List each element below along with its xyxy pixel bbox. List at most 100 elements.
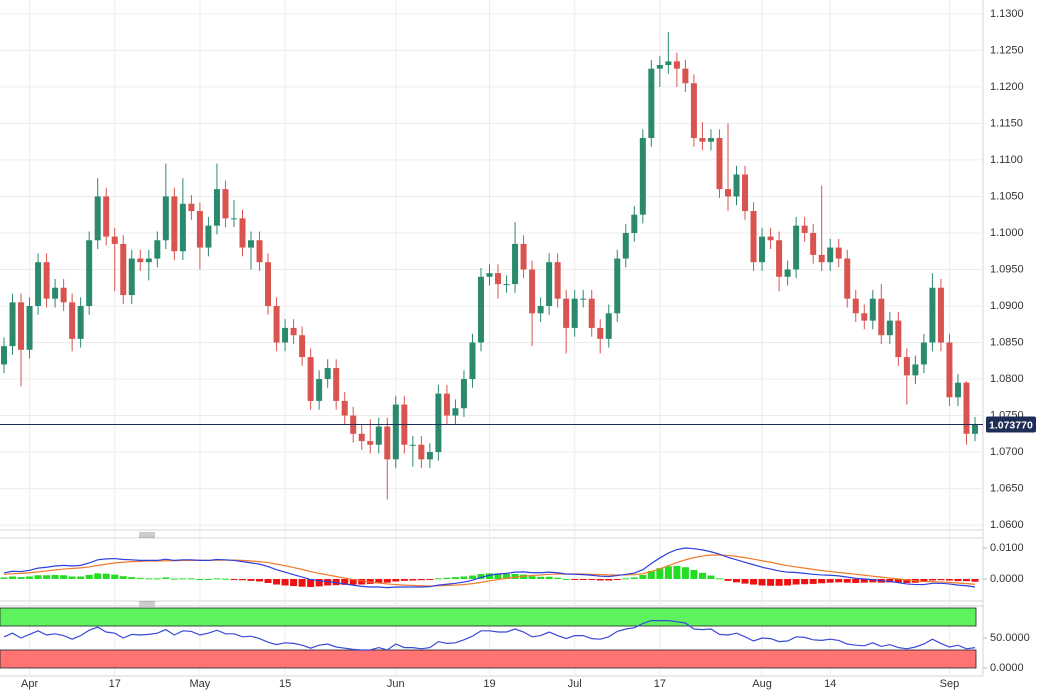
- candle-body: [954, 382, 961, 398]
- y-tick-label: 50.0000: [990, 632, 1030, 644]
- histogram-bar: [673, 565, 681, 579]
- marks: [0, 32, 983, 651]
- histogram-bar: [579, 578, 587, 580]
- candle-body: [384, 426, 391, 460]
- y-tick-label: 1.1250: [990, 44, 1024, 56]
- candle-body: [282, 327, 289, 343]
- histogram-bar: [290, 578, 298, 587]
- histogram-bar: [792, 578, 800, 585]
- candle-body: [248, 240, 255, 248]
- candle-body: [77, 305, 84, 339]
- candle-body: [145, 258, 152, 263]
- histogram-bar: [767, 578, 775, 586]
- histogram-bar: [886, 578, 894, 583]
- candle-body: [844, 258, 851, 299]
- histogram-bar: [596, 578, 604, 581]
- candle-body: [273, 305, 280, 343]
- histogram-bar: [869, 578, 877, 583]
- histogram-bar: [213, 578, 221, 580]
- candle-body: [1, 346, 7, 365]
- histogram-bar: [85, 574, 93, 579]
- histogram-bar: [0, 577, 8, 579]
- candle-body: [588, 298, 595, 328]
- histogram-bar: [443, 577, 451, 579]
- candle-body: [503, 284, 510, 286]
- histogram-bar: [520, 574, 528, 579]
- candle-body: [375, 426, 382, 445]
- candle-body: [35, 262, 42, 306]
- histogram-bar: [647, 570, 655, 579]
- candle-body: [230, 218, 237, 220]
- histogram-bar: [451, 577, 459, 579]
- histogram-bar: [741, 578, 749, 584]
- histogram-bar: [94, 573, 102, 579]
- histogram-bar: [622, 578, 630, 580]
- x-tick-label: 19: [483, 678, 495, 690]
- candle-body: [18, 302, 25, 350]
- histogram-bar: [571, 578, 579, 580]
- candle-body: [86, 240, 93, 306]
- candle-body: [111, 236, 118, 244]
- y-tick-label: 1.0700: [990, 446, 1024, 458]
- histogram-bar: [204, 578, 212, 580]
- candle-body: [256, 240, 263, 263]
- histogram-bar: [238, 578, 246, 581]
- candle-body: [571, 298, 578, 328]
- histogram-bar: [486, 573, 493, 579]
- histogram-bar: [349, 578, 357, 585]
- candle-body: [426, 452, 433, 460]
- candle-body: [94, 196, 101, 241]
- histogram-bar: [826, 578, 834, 583]
- histogram-bar: [187, 578, 195, 580]
- candle-body: [316, 379, 323, 401]
- candle-body: [512, 243, 519, 285]
- histogram-bar: [588, 578, 596, 580]
- histogram-bar: [51, 574, 59, 579]
- candle-body: [307, 357, 314, 401]
- candle-body: [137, 258, 144, 263]
- y-tick-label: 1.0950: [990, 263, 1024, 275]
- y-tick-label: 1.1000: [990, 227, 1024, 239]
- zone-band: [0, 649, 977, 669]
- candle-body: [937, 287, 944, 343]
- histogram-bar: [758, 578, 766, 586]
- candle-body: [861, 313, 868, 321]
- histogram-bar: [170, 578, 178, 580]
- candle-body: [495, 273, 502, 285]
- labels: Apr 17 May 15 Jun 19 Jul 17 Aug 14 Sep 1.0600 1.0650…: [21, 8, 1036, 690]
- histogram-bar: [724, 578, 732, 581]
- candle-body: [60, 287, 67, 303]
- histogram-bar: [392, 578, 400, 582]
- histogram-bar: [119, 576, 127, 579]
- candle-body: [52, 287, 59, 299]
- x-tick-label: 17: [654, 678, 666, 690]
- histogram-bar: [630, 577, 638, 579]
- candle-body: [435, 393, 442, 453]
- y-tick-label: 1.1200: [990, 81, 1024, 93]
- histogram-bar: [332, 578, 340, 586]
- candle-body: [929, 287, 936, 343]
- candle-body: [222, 189, 229, 219]
- candle-body: [367, 441, 374, 445]
- x-tick-label: Jul: [568, 678, 582, 690]
- y-tick-label: 1.0650: [990, 482, 1024, 494]
- histogram-bar: [503, 574, 511, 579]
- candle-body: [767, 236, 774, 241]
- x-tick-label: Sep: [940, 678, 960, 690]
- series-line: [3, 620, 976, 651]
- histogram-bar: [128, 577, 136, 579]
- candle-body: [188, 203, 195, 212]
- histogram-bar: [111, 574, 119, 579]
- histogram-bar: [26, 576, 34, 579]
- histogram-bar: [460, 576, 468, 579]
- candle-body: [801, 225, 808, 233]
- candle-body: [707, 138, 714, 142]
- candle-body: [648, 68, 655, 139]
- resize-handle[interactable]: [139, 601, 155, 607]
- x-tick-label: Aug: [752, 678, 772, 690]
- resize-handle[interactable]: [139, 532, 155, 538]
- candle-body: [324, 368, 331, 380]
- candle-body: [776, 240, 783, 277]
- y-tick-label: 1.0900: [990, 300, 1024, 312]
- candle-body: [546, 262, 553, 306]
